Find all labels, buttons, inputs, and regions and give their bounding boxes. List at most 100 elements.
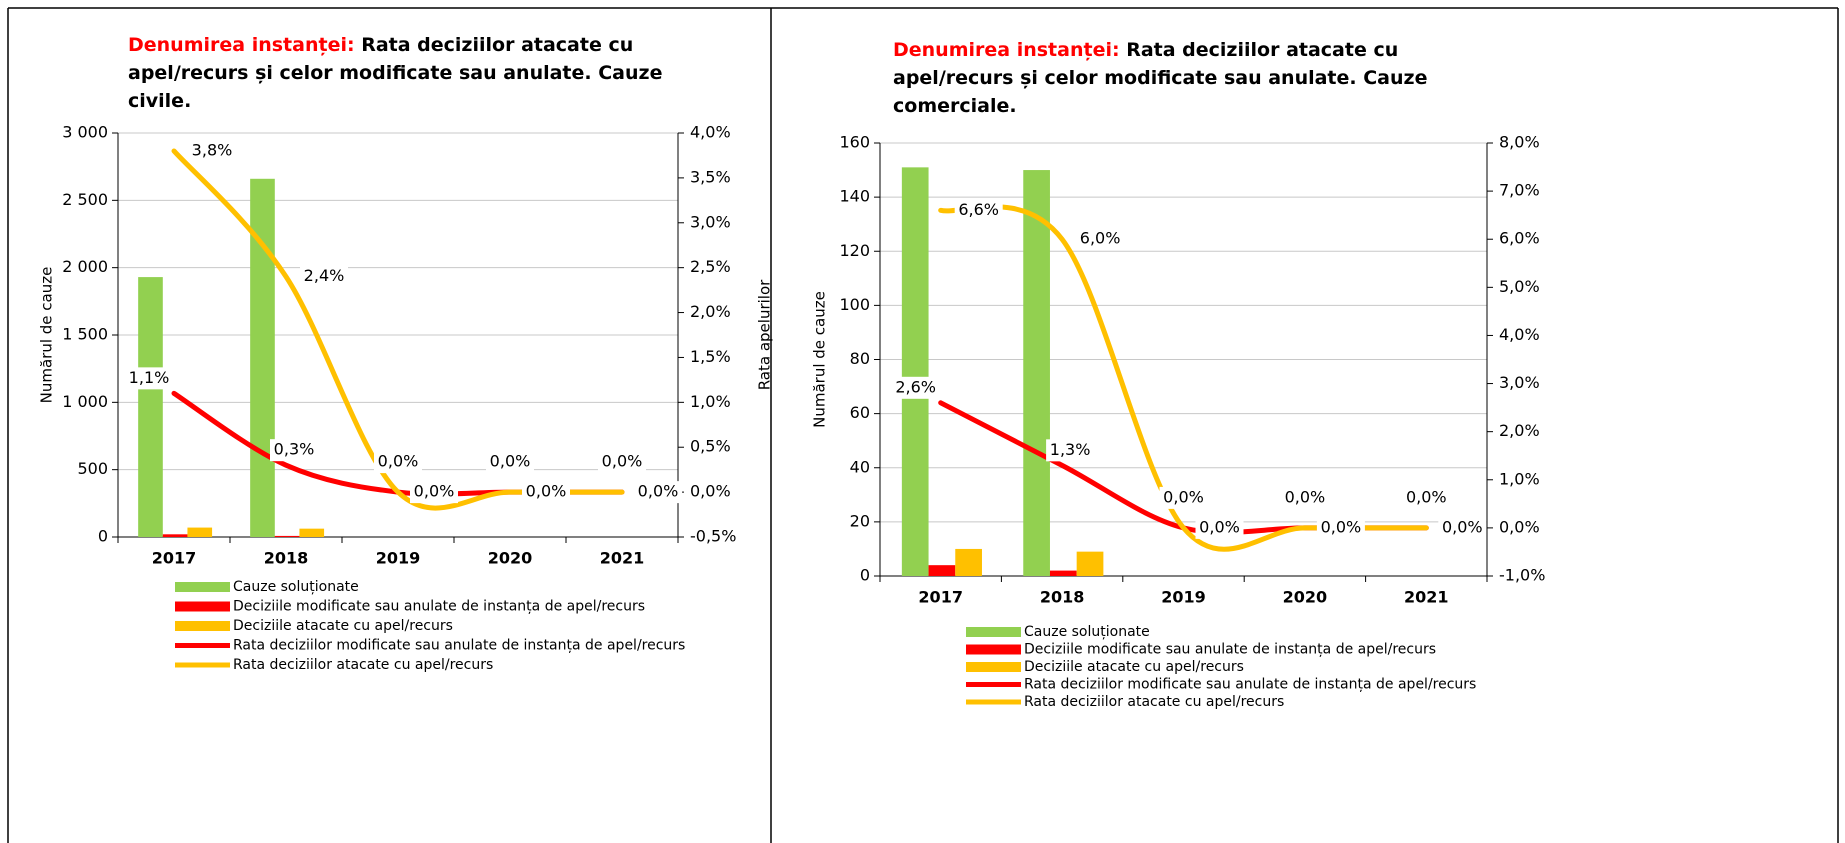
legend-label: Rata deciziilor atacate cu apel/recurs xyxy=(233,657,493,673)
y2-tick-label: 5,0% xyxy=(1499,277,1540,296)
data-label: 0,3% xyxy=(274,440,315,459)
y-tick-label: 1 000 xyxy=(62,392,108,411)
legend-label: Rata deciziilor atacate cu apel/recurs xyxy=(1024,694,1284,710)
label-bg xyxy=(188,139,236,162)
bar xyxy=(1049,570,1077,576)
data-label: 0,0% xyxy=(638,482,679,501)
label-bg xyxy=(1046,439,1095,462)
bar xyxy=(299,528,325,537)
y2-tick-label: 3,0% xyxy=(1499,373,1540,392)
label-bg xyxy=(598,451,646,474)
data-label: 6,0% xyxy=(1080,229,1121,248)
data-label: 6,6% xyxy=(958,200,999,219)
data-label: 2,6% xyxy=(895,377,936,396)
bar xyxy=(138,277,163,537)
label-bg xyxy=(374,451,422,474)
label-bg xyxy=(1280,486,1329,509)
bar xyxy=(274,535,300,537)
x-tick-label: 2018 xyxy=(1040,588,1085,607)
chart-title: Denumirea instanței: Rata deciziilor ata… xyxy=(893,36,1493,120)
data-label: 0,0% xyxy=(414,482,455,501)
data-label: 3,8% xyxy=(192,140,233,159)
x-tick-label: 2020 xyxy=(488,549,533,568)
bar xyxy=(928,565,956,576)
legend-swatch xyxy=(175,621,230,631)
data-label: 0,0% xyxy=(1442,517,1483,536)
y2-tick-label: 3,0% xyxy=(690,212,731,231)
y-axis-label: Numărul de cauze xyxy=(811,291,829,428)
x-tick-label: 2018 xyxy=(264,549,309,568)
y-tick-label: 20 xyxy=(850,511,870,530)
title-label: Denumirea instanței: xyxy=(893,39,1120,61)
data-label: 0,0% xyxy=(378,452,419,471)
legend-swatch xyxy=(966,662,1021,672)
data-label: 0,0% xyxy=(1406,487,1447,506)
data-label: 0,0% xyxy=(1163,487,1204,506)
x-tick-label: 2019 xyxy=(376,549,421,568)
legend-label: Cauze soluționate xyxy=(233,579,359,595)
bar xyxy=(1023,170,1050,576)
y-tick-label: 500 xyxy=(77,459,108,478)
y2-tick-label: -0,5% xyxy=(690,527,736,546)
y-axis-label: Numărul de cauze xyxy=(38,267,56,404)
legend-swatch xyxy=(966,644,1021,655)
x-tick-label: 2019 xyxy=(1161,588,1206,607)
y2-tick-label: 3,5% xyxy=(690,167,731,186)
data-label: 0,0% xyxy=(1285,487,1326,506)
data-label: 0,0% xyxy=(526,482,567,501)
y-tick-label: 2 000 xyxy=(62,257,108,276)
bar xyxy=(162,534,188,537)
label-bg xyxy=(410,481,458,504)
title-label: Denumirea instanței: xyxy=(128,34,355,56)
bar xyxy=(955,548,982,576)
y2-tick-label: 6,0% xyxy=(1499,229,1540,248)
x-tick-label: 2017 xyxy=(152,549,197,568)
legend-label: Cauze soluționate xyxy=(1024,624,1150,640)
label-bg xyxy=(1195,516,1244,539)
y2-tick-label: -1,0% xyxy=(1499,566,1545,585)
y-tick-label: 0 xyxy=(860,566,870,585)
y2-axis-label: Rata apelurilor xyxy=(756,279,774,390)
bar xyxy=(901,167,929,576)
bar xyxy=(1076,551,1104,576)
label-bg xyxy=(1076,228,1125,251)
y2-tick-label: 8,0% xyxy=(1499,133,1540,152)
title-text: Rata deciziilor atacate cu apel/recurs ș… xyxy=(893,39,1428,117)
y-tick-label: 1 500 xyxy=(62,325,108,344)
y-tick-label: 0 xyxy=(98,527,108,546)
legend-label: Rata deciziilor modificate sau anulate d… xyxy=(233,638,685,654)
y2-tick-label: 7,0% xyxy=(1499,181,1540,200)
legend-swatch xyxy=(175,582,230,592)
rate-line xyxy=(171,390,625,497)
label-bg xyxy=(1159,486,1208,509)
label-bg xyxy=(1438,516,1487,539)
y-tick-label: 60 xyxy=(850,403,870,422)
data-label: 1,3% xyxy=(1050,440,1091,459)
label-bg xyxy=(300,265,348,288)
data-label: 2,4% xyxy=(304,266,345,285)
chart-title: Denumirea instanței: Rata deciziilor ata… xyxy=(128,31,728,115)
y2-tick-label: 4,0% xyxy=(1499,325,1540,344)
data-label: 0,0% xyxy=(1321,517,1362,536)
label-bg xyxy=(891,376,940,399)
data-label: 0,0% xyxy=(1199,517,1240,536)
y-tick-label: 120 xyxy=(839,241,870,260)
label-bg xyxy=(522,481,570,504)
y2-tick-label: 2,0% xyxy=(690,302,731,321)
x-tick-label: 2017 xyxy=(918,588,963,607)
y2-tick-label: 1,0% xyxy=(1499,469,1540,488)
legend-swatch xyxy=(175,601,230,612)
y2-tick-label: 2,5% xyxy=(690,257,731,276)
label-bg xyxy=(634,481,682,504)
y2-tick-label: 0,0% xyxy=(690,482,731,501)
y-tick-label: 160 xyxy=(839,133,870,152)
legend-swatch xyxy=(966,627,1021,637)
y-tick-label: 100 xyxy=(839,295,870,314)
label-bg xyxy=(125,367,173,390)
legend-label: Deciziile atacate cu apel/recurs xyxy=(1024,659,1244,675)
y2-tick-label: 1,5% xyxy=(690,347,731,366)
x-tick-label: 2020 xyxy=(1283,588,1328,607)
y-tick-label: 2 500 xyxy=(62,190,108,209)
y-tick-label: 40 xyxy=(850,457,870,476)
